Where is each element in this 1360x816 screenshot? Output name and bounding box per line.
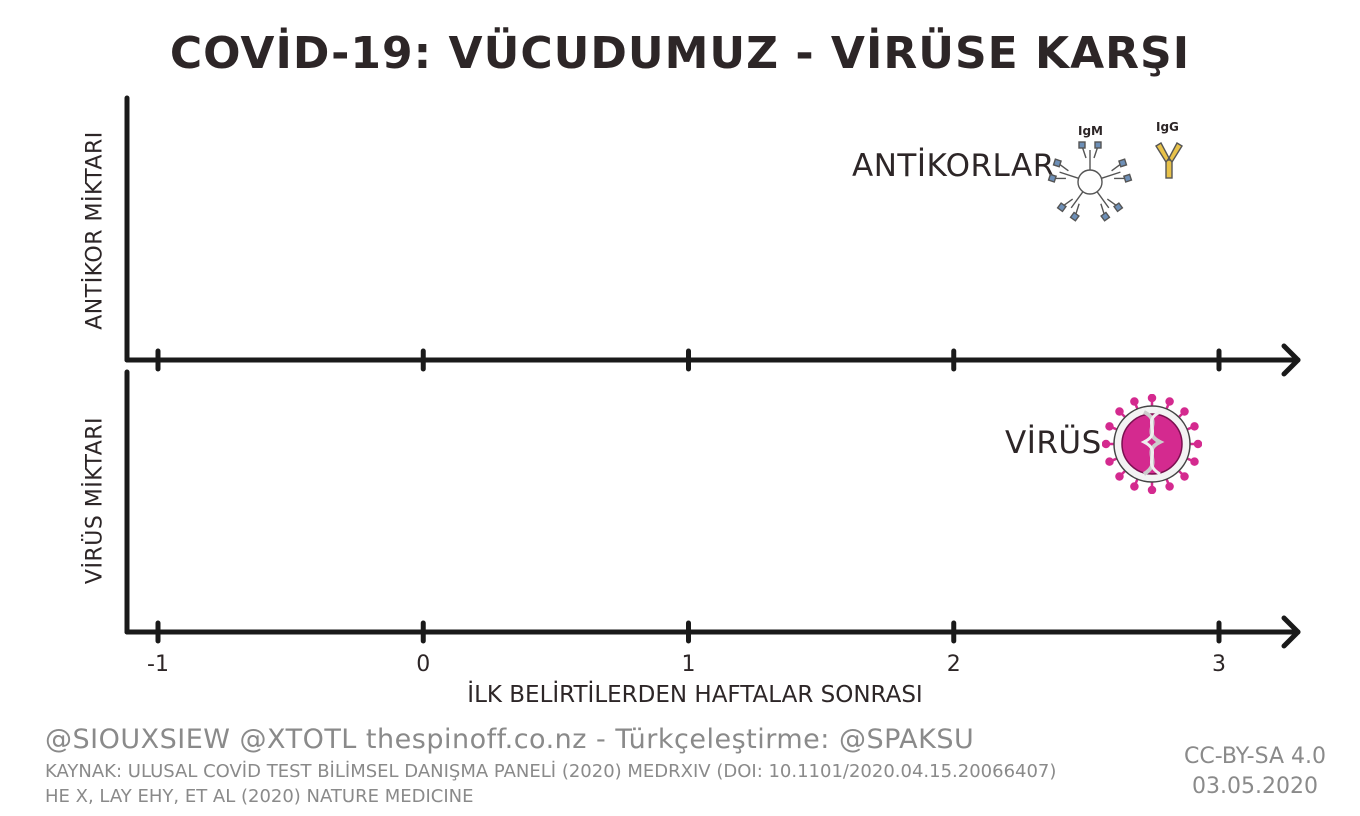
virus-spike-tip xyxy=(1147,394,1157,403)
x-tick-label: -1 xyxy=(147,652,169,677)
x-tick-label: 2 xyxy=(946,652,961,677)
virus-spike-tip xyxy=(1190,457,1199,466)
virus-spike-tip xyxy=(1115,472,1124,481)
virus-spike-tip xyxy=(1165,482,1174,491)
source-line-2: HE X, LAY EHY, ET AL (2020) NATURE MEDIC… xyxy=(45,786,474,807)
page-title: COVİD-19: VÜCUDUMUZ - VİRÜSE KARŞI xyxy=(169,28,1191,79)
virus-spike-tip xyxy=(1180,407,1189,416)
ylabel-virus: VİRÜS MİKTARI xyxy=(82,416,108,585)
virus-label: VİRÜS xyxy=(1005,425,1102,461)
virus-spike-tip xyxy=(1190,422,1199,431)
date: 03.05.2020 xyxy=(1192,774,1318,799)
credits: @SIOUXSIEW @XTOTL thespinoff.co.nz - Tür… xyxy=(45,724,975,755)
antibodies-label: ANTİKORLAR xyxy=(852,148,1055,184)
virus-spike-tip xyxy=(1105,422,1114,431)
ylabel-antibody: ANTİKOR MİKTARI xyxy=(82,131,108,330)
x-tick-label: 3 xyxy=(1212,652,1226,677)
igm-label: IgM xyxy=(1078,124,1103,138)
virus-icon xyxy=(1102,394,1202,494)
virus-spike-tip xyxy=(1130,482,1139,491)
igg-label: IgG xyxy=(1156,120,1179,134)
license: CC-BY-SA 4.0 xyxy=(1184,744,1326,769)
antibody-x-arrow xyxy=(1281,343,1301,377)
virus-spike-tip xyxy=(1130,397,1139,406)
x-tick-label: 1 xyxy=(681,652,696,677)
virus-spike-tip xyxy=(1102,439,1111,449)
igm-antibody-icon xyxy=(1047,141,1133,222)
virus-spike-tip xyxy=(1115,407,1124,416)
virus-spike-tip xyxy=(1180,472,1189,481)
source-line-1: KAYNAK: ULUSAL COVİD TEST BİLİMSEL DANIŞ… xyxy=(45,761,1057,782)
virus-spike-tip xyxy=(1147,485,1157,494)
virus-spike-tip xyxy=(1105,457,1114,466)
virus-spike-tip xyxy=(1193,439,1202,449)
igg-antibody-icon xyxy=(1155,142,1183,179)
xlabel: İLK BELİRTİLERDEN HAFTALAR SONRASI xyxy=(467,682,923,708)
virus-x-arrow xyxy=(1281,615,1301,649)
x-tick-label: 0 xyxy=(416,652,431,677)
virus-spike-tip xyxy=(1165,397,1174,406)
